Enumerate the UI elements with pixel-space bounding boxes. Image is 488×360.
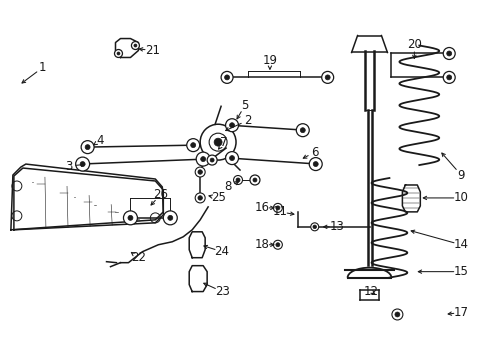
Circle shape bbox=[200, 157, 205, 162]
Circle shape bbox=[229, 156, 234, 161]
Text: 4: 4 bbox=[97, 134, 104, 147]
Text: 23: 23 bbox=[214, 285, 229, 298]
Circle shape bbox=[300, 128, 305, 133]
Circle shape bbox=[321, 71, 333, 84]
Text: 10: 10 bbox=[453, 192, 468, 204]
Text: 25: 25 bbox=[210, 192, 225, 204]
Polygon shape bbox=[402, 185, 420, 212]
Text: 26: 26 bbox=[153, 188, 167, 202]
Circle shape bbox=[312, 225, 316, 229]
Text: 21: 21 bbox=[144, 44, 160, 57]
Circle shape bbox=[200, 124, 236, 160]
Circle shape bbox=[446, 51, 451, 56]
Circle shape bbox=[296, 124, 308, 137]
Circle shape bbox=[221, 71, 233, 84]
Circle shape bbox=[275, 243, 279, 247]
Text: 11: 11 bbox=[272, 205, 287, 219]
Text: 15: 15 bbox=[453, 265, 468, 278]
Circle shape bbox=[233, 176, 242, 184]
Text: 19: 19 bbox=[262, 54, 277, 67]
Circle shape bbox=[273, 203, 282, 212]
Polygon shape bbox=[189, 232, 205, 258]
Circle shape bbox=[198, 170, 202, 174]
Text: 12: 12 bbox=[363, 285, 378, 298]
Text: 18: 18 bbox=[254, 238, 269, 251]
Circle shape bbox=[446, 75, 451, 80]
Circle shape bbox=[134, 44, 137, 47]
Circle shape bbox=[229, 123, 234, 128]
Circle shape bbox=[252, 178, 256, 182]
Circle shape bbox=[224, 75, 229, 80]
Circle shape bbox=[394, 312, 399, 317]
Circle shape bbox=[163, 211, 177, 225]
Circle shape bbox=[186, 139, 199, 152]
Text: 5: 5 bbox=[241, 99, 248, 112]
Circle shape bbox=[273, 240, 282, 249]
Circle shape bbox=[313, 162, 318, 167]
Text: 22: 22 bbox=[131, 251, 145, 264]
Text: 14: 14 bbox=[453, 238, 468, 251]
Polygon shape bbox=[115, 39, 138, 58]
Circle shape bbox=[225, 119, 238, 132]
Text: 20: 20 bbox=[406, 38, 421, 51]
Circle shape bbox=[76, 157, 89, 171]
Circle shape bbox=[249, 175, 260, 185]
Circle shape bbox=[442, 71, 454, 84]
Circle shape bbox=[85, 145, 90, 150]
Circle shape bbox=[190, 143, 195, 148]
Text: 1: 1 bbox=[39, 61, 46, 74]
Text: 8: 8 bbox=[224, 180, 231, 193]
Text: 13: 13 bbox=[328, 220, 344, 233]
Circle shape bbox=[114, 50, 122, 58]
Circle shape bbox=[275, 206, 279, 210]
Circle shape bbox=[80, 162, 85, 167]
Circle shape bbox=[195, 193, 205, 203]
Circle shape bbox=[128, 215, 133, 220]
Circle shape bbox=[207, 155, 217, 165]
Circle shape bbox=[196, 152, 210, 166]
Text: 6: 6 bbox=[310, 145, 318, 159]
Circle shape bbox=[308, 158, 322, 171]
Circle shape bbox=[209, 133, 226, 151]
Circle shape bbox=[442, 48, 454, 59]
Circle shape bbox=[123, 211, 137, 225]
Circle shape bbox=[195, 167, 205, 177]
Text: 3: 3 bbox=[65, 159, 72, 172]
Text: 17: 17 bbox=[453, 306, 468, 319]
Circle shape bbox=[310, 223, 318, 231]
Text: 9: 9 bbox=[456, 168, 464, 181]
Circle shape bbox=[210, 158, 214, 162]
Circle shape bbox=[391, 309, 402, 320]
Circle shape bbox=[198, 196, 202, 200]
Circle shape bbox=[325, 75, 329, 80]
Circle shape bbox=[117, 52, 120, 55]
Circle shape bbox=[214, 138, 222, 146]
Text: 24: 24 bbox=[214, 245, 229, 258]
Polygon shape bbox=[189, 266, 207, 292]
Text: 7: 7 bbox=[220, 136, 227, 149]
Text: 16: 16 bbox=[254, 201, 269, 215]
Circle shape bbox=[81, 141, 94, 154]
Circle shape bbox=[225, 152, 238, 165]
Circle shape bbox=[167, 215, 172, 220]
Circle shape bbox=[236, 178, 240, 182]
Circle shape bbox=[131, 41, 139, 50]
Text: 2: 2 bbox=[244, 114, 251, 127]
